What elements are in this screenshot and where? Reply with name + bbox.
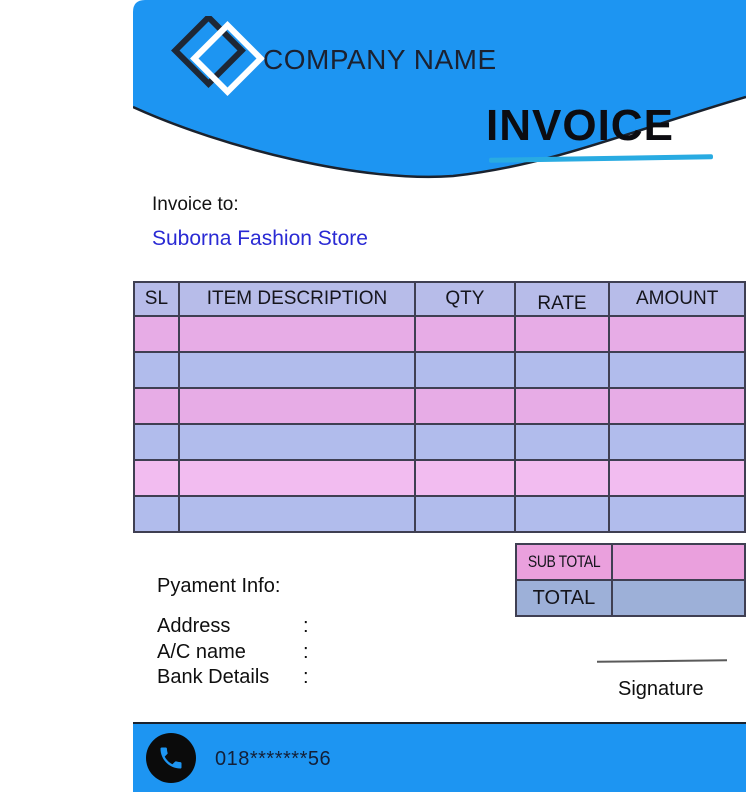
cell (133, 315, 180, 353)
invoice-to-label: Invoice to: (152, 194, 239, 215)
cell (177, 459, 417, 497)
col-header-qty: QTY (414, 281, 516, 317)
cell (177, 495, 417, 533)
payment-info-fields: Address: A/C name: Bank Details: (157, 614, 309, 691)
cell (414, 387, 516, 425)
cell (513, 315, 611, 353)
cell (177, 423, 417, 461)
total-label: TOTAL (532, 586, 596, 609)
cell (177, 351, 417, 389)
total-row: TOTAL (515, 579, 746, 617)
table-row (133, 423, 746, 461)
invoice-title: INVOICE (486, 101, 674, 150)
items-table-header-row: SL ITEM DESCRIPTION QTY RATE AMOUNT (133, 281, 746, 317)
cell (608, 495, 746, 533)
cell (608, 351, 746, 389)
cell (133, 495, 180, 533)
col-header-amount: AMOUNT (608, 281, 746, 317)
cell (414, 315, 516, 353)
cell (513, 459, 611, 497)
subtotal-value-cell (610, 543, 746, 581)
subtotal-label-cell: SUB TOTAL (515, 543, 613, 581)
payment-field-address: Address: (157, 615, 309, 637)
payment-field-bank-details: Bank Details: (157, 666, 309, 688)
table-row (133, 351, 746, 389)
items-table: SL ITEM DESCRIPTION QTY RATE AMOUNT (133, 281, 746, 533)
cell (513, 423, 611, 461)
subtotal-row: SUB TOTAL (515, 543, 746, 581)
header-wave-shape (133, 0, 746, 179)
cell (513, 495, 611, 533)
signature-label: Signature (618, 678, 704, 700)
cell (608, 315, 746, 353)
table-row (133, 387, 746, 425)
col-header-item-description: ITEM DESCRIPTION (177, 281, 417, 317)
cell (414, 423, 516, 461)
cell (133, 351, 180, 389)
company-name: COMPANY NAME (263, 44, 497, 75)
payment-info-title: Pyament Info: (157, 575, 281, 597)
cell (608, 423, 746, 461)
phone-number: 018*******56 (215, 748, 332, 770)
cell (513, 351, 611, 389)
client-name: Suborna Fashion Store (152, 227, 368, 250)
cell (608, 387, 746, 425)
col-header-rate: RATE (513, 281, 611, 317)
payment-field-ac-name: A/C name: (157, 640, 309, 663)
cell (608, 459, 746, 497)
phone-badge (146, 733, 196, 783)
table-row (133, 315, 746, 353)
cell (133, 459, 180, 497)
cell (414, 459, 516, 497)
total-label-cell: TOTAL (515, 579, 613, 617)
total-value-cell (610, 579, 746, 617)
cell (133, 423, 180, 461)
cell (177, 387, 417, 425)
cell (177, 315, 417, 353)
subtotal-label: SUB TOTAL (527, 552, 601, 571)
signature-line (596, 659, 728, 663)
double-diamond-logo-icon (171, 16, 265, 96)
totals-table: SUB TOTAL TOTAL (515, 543, 746, 617)
phone-icon (160, 747, 182, 769)
cell (414, 495, 516, 533)
footer-bar: 018*******56 (133, 722, 746, 792)
table-row (133, 495, 746, 533)
cell (414, 351, 516, 389)
cell (133, 387, 180, 425)
cell (513, 387, 611, 425)
col-header-sl: SL (133, 281, 180, 317)
table-row (133, 459, 746, 497)
